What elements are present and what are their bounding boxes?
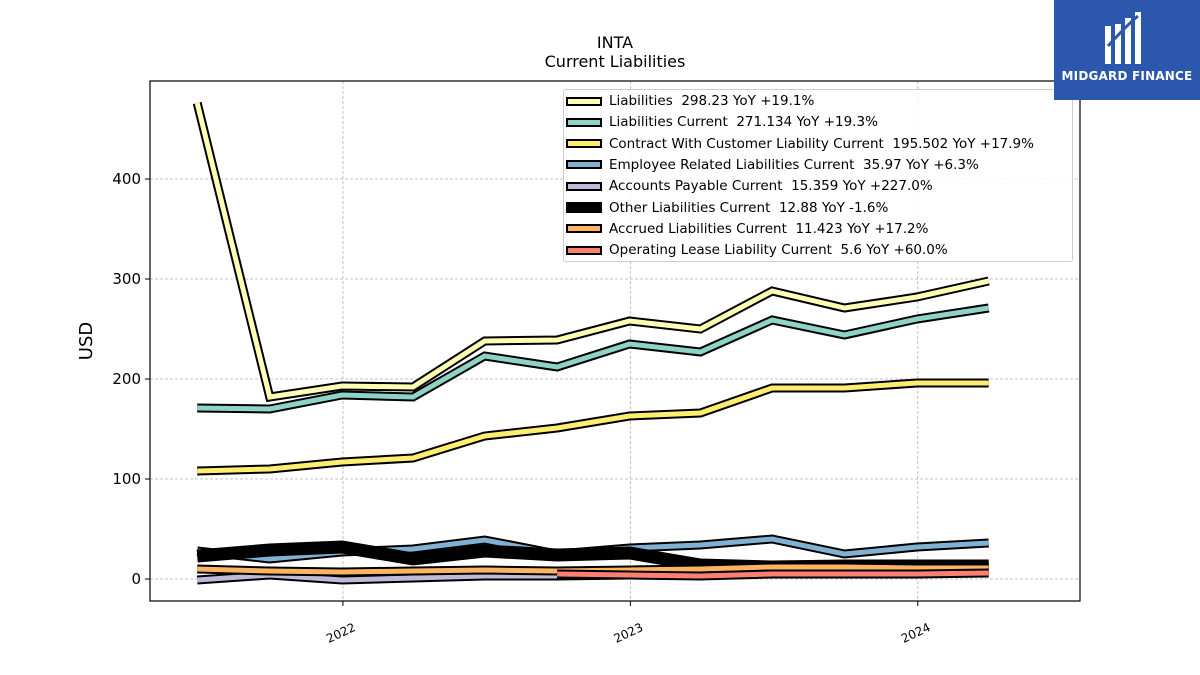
legend-label: Accounts Payable Current 15.359 YoY +227… (609, 178, 933, 195)
legend-swatch (566, 181, 602, 191)
chart-subtitle: Current Liabilities (544, 52, 686, 71)
series-line-1 (197, 303, 990, 414)
legend-label: Other Liabilities Current 12.88 YoY -1.6… (609, 199, 889, 216)
series-stroke (197, 380, 989, 474)
legend-item: Employee Related Liabilities Current 35.… (564, 155, 979, 175)
plot-frame (149, 80, 1081, 602)
chart-title: INTA (596, 33, 634, 52)
legend-swatch (566, 202, 602, 213)
y-tick-label: 300 (112, 270, 141, 288)
legend-swatch (566, 224, 602, 234)
series-stroke (194, 102, 990, 400)
series-line-0 (192, 101, 990, 403)
x-tick-label: 2024 (899, 620, 933, 646)
y-tick-label: 100 (112, 470, 141, 488)
legend-label: Operating Lease Liability Current 5.6 Yo… (609, 242, 948, 259)
brand-logo: MIDGARD FINANCE (1054, 0, 1200, 100)
midgard-logo-icon (1105, 12, 1141, 64)
x-tick-label: 2023 (612, 620, 646, 646)
legend-item: Accrued Liabilities Current 11.423 YoY +… (564, 219, 928, 239)
y-tick-label: 200 (112, 370, 141, 388)
axis-ticks: 0 100 200 300 400 2022 2023 2024 (112, 170, 932, 646)
series-lines (192, 101, 990, 585)
series-line-7 (557, 568, 989, 581)
series-stroke (197, 305, 990, 412)
legend-item: Liabilities 298.23 YoY +19.1% (564, 91, 814, 111)
legend-swatch (566, 117, 602, 127)
legend-label: Liabilities Current 271.134 YoY +19.3% (609, 114, 878, 131)
y-axis-label: USD (76, 322, 97, 360)
legend-swatch (566, 139, 602, 149)
legend-label: Accrued Liabilities Current 11.423 YoY +… (609, 220, 929, 237)
y-tick-label: 0 (131, 570, 141, 588)
legend-swatch (566, 245, 602, 255)
legend-label: Employee Related Liabilities Current 35.… (609, 156, 979, 173)
legend-item: Accounts Payable Current 15.359 YoY +227… (564, 176, 933, 196)
legend-item: Operating Lease Liability Current 5.6 Yo… (564, 240, 948, 260)
brand-name: MIDGARD FINANCE (1061, 69, 1193, 83)
legend-label: Liabilities 298.23 YoY +19.1% (609, 93, 815, 109)
legend-item: Other Liabilities Current 12.88 YoY -1.6… (564, 198, 888, 218)
legend-swatch (566, 160, 602, 170)
series-stroke (557, 570, 989, 579)
legend-item: Liabilities Current 271.134 YoY +19.3% (564, 112, 878, 132)
x-tick-label: 2022 (324, 620, 358, 646)
series-line-2 (197, 378, 989, 476)
legend-swatch (566, 96, 602, 106)
legend-item: Contract With Customer Liability Current… (564, 134, 1034, 154)
legend-label: Contract With Customer Liability Current… (609, 135, 1034, 152)
y-tick-label: 400 (112, 170, 141, 188)
legend: Liabilities 298.23 YoY +19.1% Liabilities… (563, 89, 1073, 262)
